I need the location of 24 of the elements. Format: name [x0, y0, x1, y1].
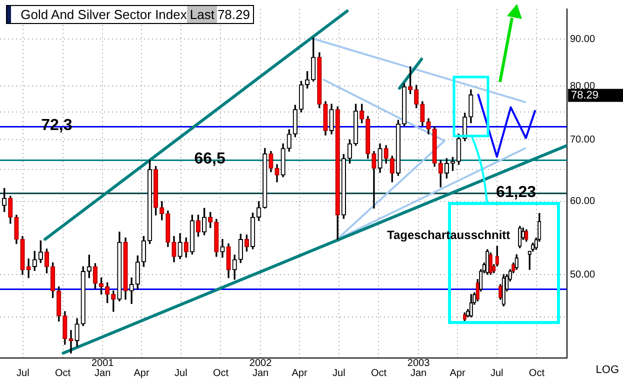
text: LOG	[596, 364, 619, 376]
x-tick-label: Apr	[134, 368, 150, 379]
annotation: 78.29	[217, 7, 251, 22]
text: 78.29	[571, 89, 599, 102]
y-tick-label: 50.00	[570, 269, 596, 280]
chart-title: Gold And Silver Sector Index	[20, 7, 187, 22]
x-tick-label: Oct	[528, 368, 545, 379]
x-tick-label: Jul	[490, 368, 504, 379]
x-tick-label: Jul	[16, 368, 30, 379]
y-tick-label: 60.00	[570, 196, 596, 208]
x-tick-label: 2002 Jan	[249, 358, 272, 379]
y-tick-label: 70.00	[570, 134, 596, 146]
annotation: Last	[186, 6, 218, 23]
x-tick-label: 2001 Jan	[91, 358, 114, 379]
x-tick-label: 2003 Jan	[407, 358, 430, 379]
x-tick-label: Oct	[54, 368, 71, 379]
x-tick-label: Jul	[332, 368, 346, 379]
y-tick-label: 90.00	[570, 34, 596, 45]
x-tick-label: Apr	[292, 368, 308, 379]
x-tick-label: Oct	[370, 368, 387, 379]
x-tick-label: Oct	[212, 368, 229, 379]
x-tick-label: Apr	[450, 368, 466, 379]
y-tick-label: 80.00	[570, 80, 596, 92]
x-tick-label: Jul	[174, 368, 188, 379]
